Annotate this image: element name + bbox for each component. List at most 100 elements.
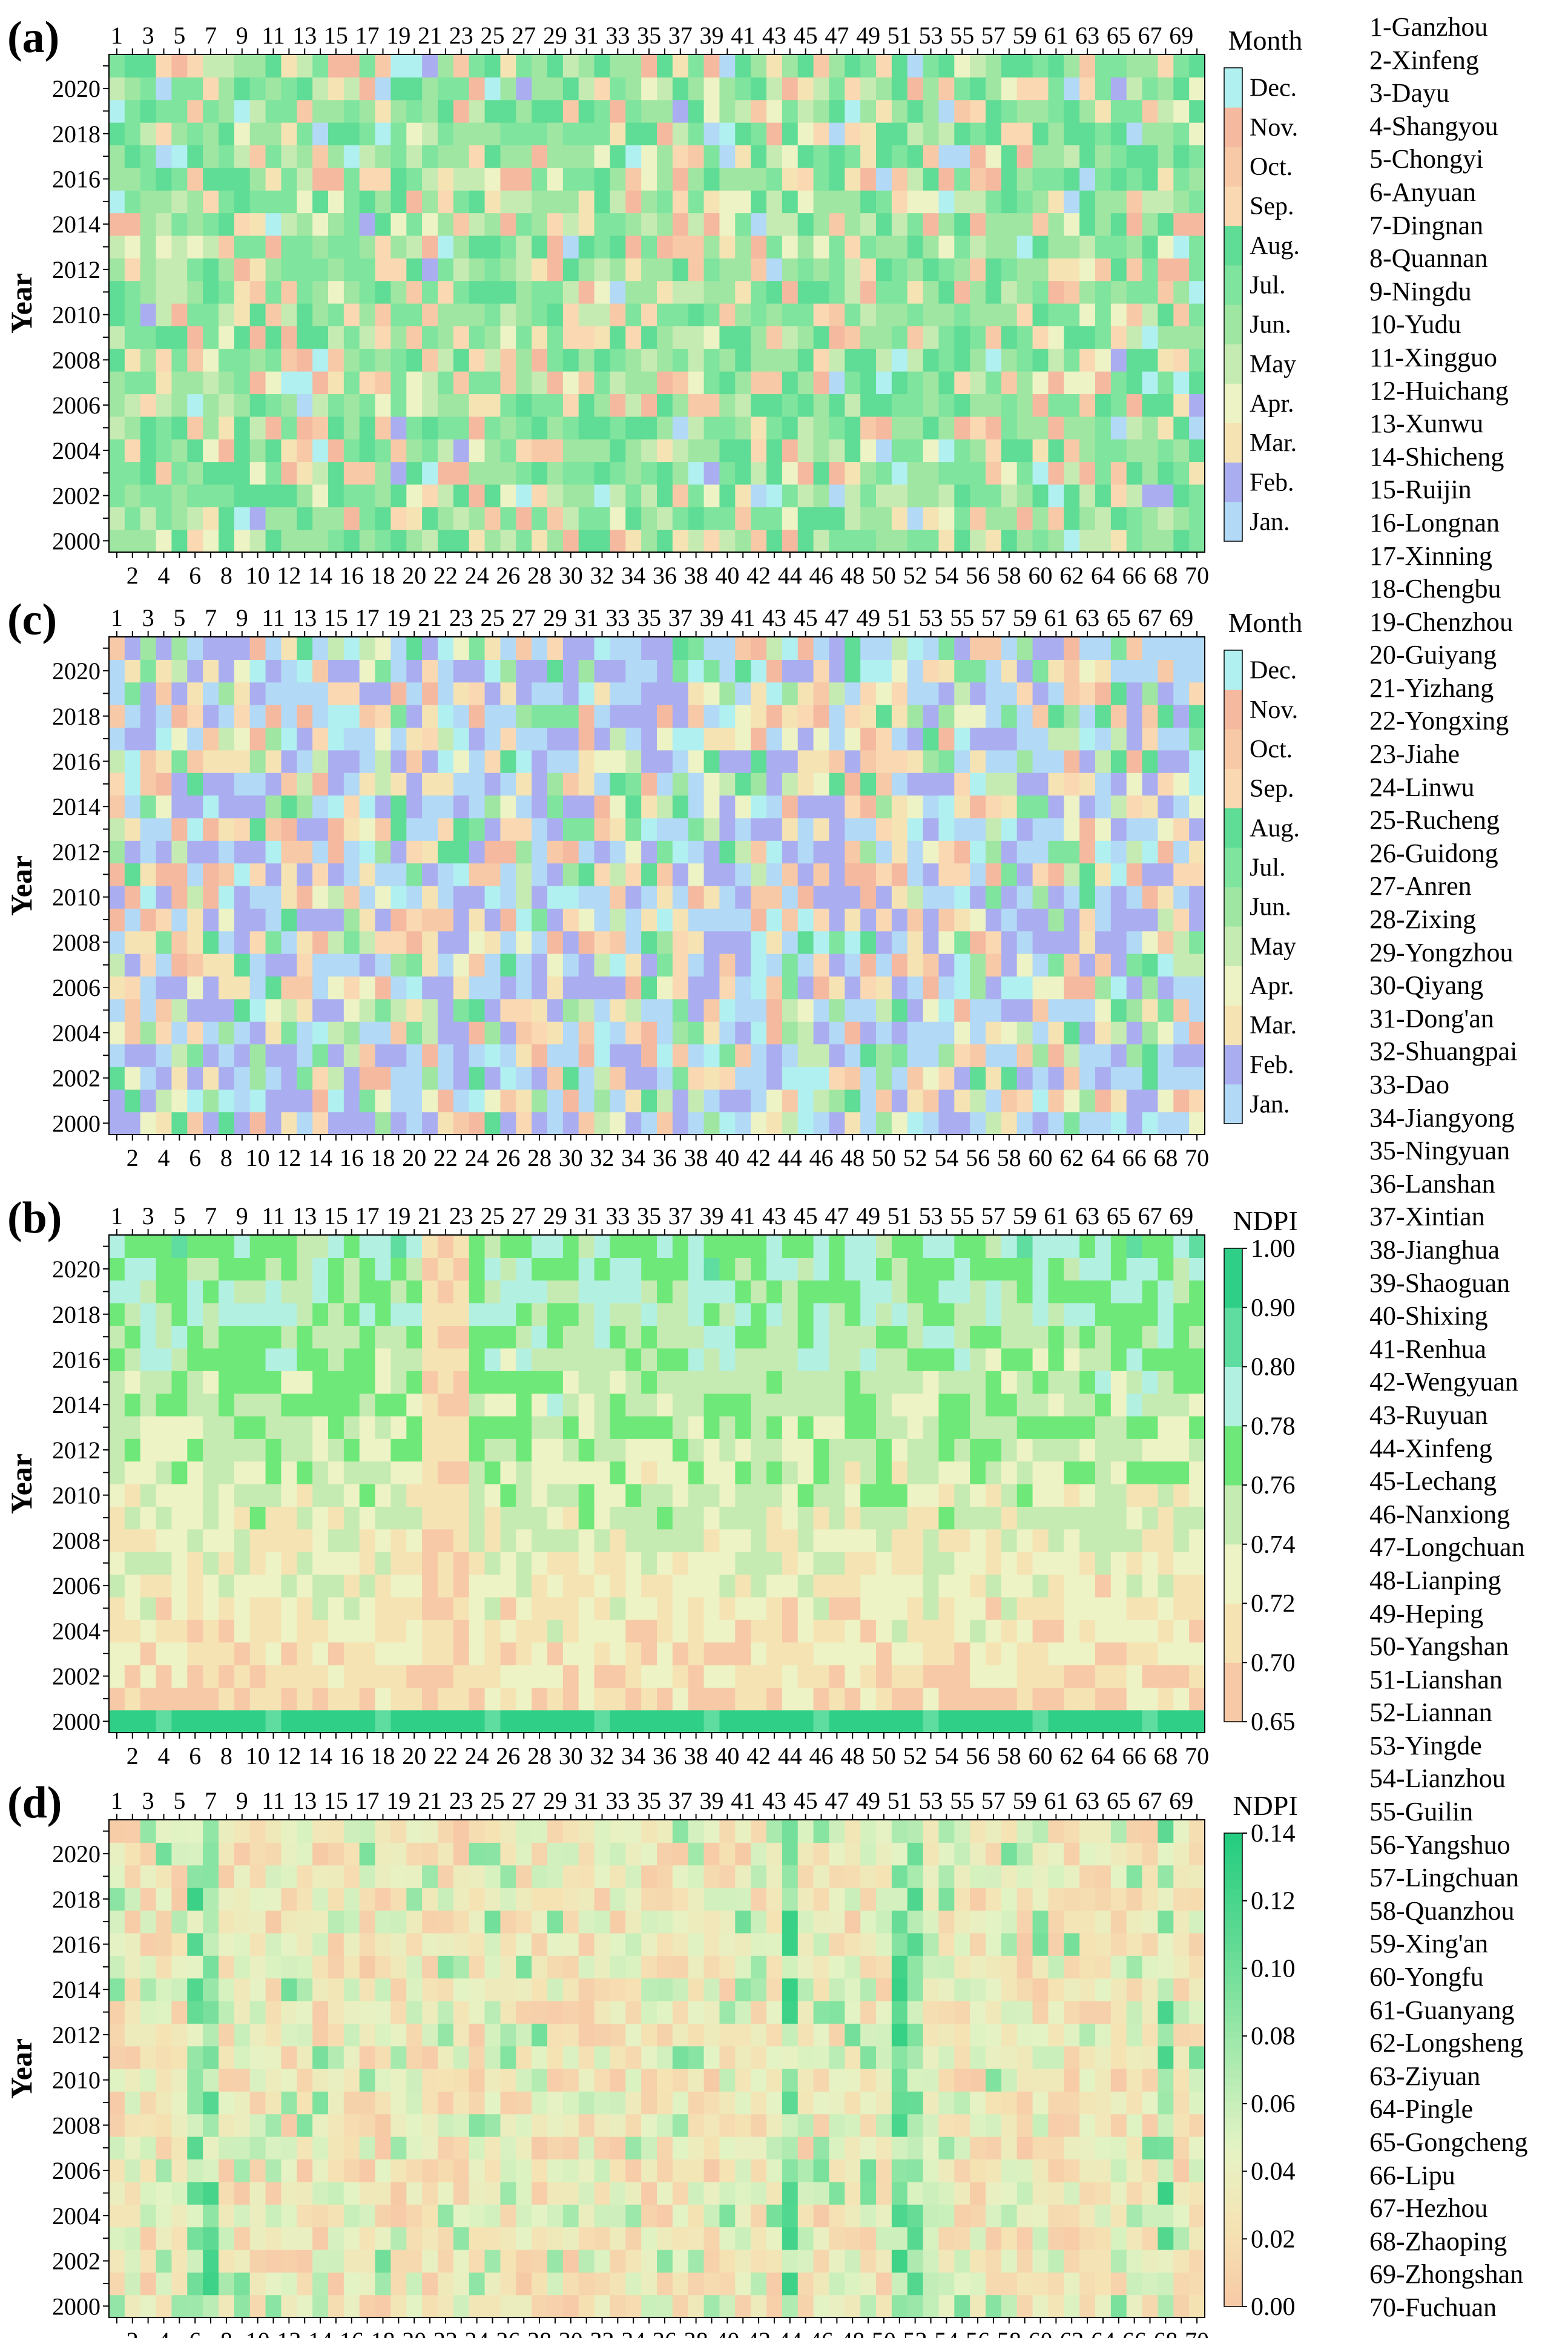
heatmap-cell bbox=[610, 953, 626, 977]
heatmap-cell bbox=[140, 280, 157, 304]
heatmap-cell bbox=[249, 749, 266, 773]
heatmap-cell bbox=[766, 212, 783, 236]
heatmap-cell bbox=[469, 529, 486, 553]
heatmap-cell bbox=[562, 326, 579, 349]
heatmap-cell bbox=[1001, 998, 1018, 1022]
heatmap-cell bbox=[1064, 795, 1080, 818]
heatmap-cell bbox=[359, 1044, 376, 1067]
heatmap-cell bbox=[1110, 1415, 1127, 1439]
heatmap-cell bbox=[578, 1325, 595, 1349]
heatmap-cell bbox=[249, 1325, 266, 1349]
heatmap-cell bbox=[891, 99, 908, 123]
heatmap-cell bbox=[532, 1415, 548, 1439]
heatmap-cell bbox=[1110, 1021, 1127, 1045]
heatmap-cell bbox=[797, 1303, 814, 1326]
heatmap-cell bbox=[312, 817, 329, 841]
heatmap-cell bbox=[109, 145, 125, 168]
heatmap-cell bbox=[281, 1280, 297, 1303]
heatmap-cell bbox=[907, 1021, 924, 1045]
x-bottom-tick-label: 22 bbox=[433, 1144, 458, 1171]
heatmap-cell bbox=[735, 840, 751, 864]
heatmap-cell bbox=[829, 1642, 845, 1665]
heatmap-cell bbox=[578, 637, 595, 660]
x-top-tick-label: 1 bbox=[111, 604, 123, 631]
heatmap-cell bbox=[938, 507, 955, 530]
heatmap-cell bbox=[343, 817, 360, 841]
heatmap-cell bbox=[954, 190, 970, 214]
heatmap-cell bbox=[390, 795, 407, 818]
heatmap-cell bbox=[1142, 908, 1159, 932]
heatmap-cell bbox=[281, 1552, 297, 1575]
heatmap-cell bbox=[1064, 1529, 1080, 1552]
heatmap-cell bbox=[672, 840, 689, 864]
heatmap-cell bbox=[156, 1066, 173, 1090]
heatmap-cell bbox=[219, 326, 235, 349]
heatmap-cells bbox=[109, 54, 1205, 553]
heatmap-cell bbox=[562, 1484, 579, 1507]
heatmap-cell bbox=[562, 1393, 579, 1417]
heatmap-cell bbox=[1173, 976, 1190, 999]
heatmap-cell bbox=[1016, 1415, 1033, 1439]
heatmap-cell bbox=[219, 1280, 235, 1303]
heatmap-cell bbox=[641, 863, 657, 886]
heatmap-cell bbox=[1173, 122, 1190, 146]
heatmap-cell bbox=[1048, 190, 1064, 214]
heatmap-cell bbox=[610, 99, 626, 123]
heatmap-cell bbox=[610, 484, 626, 507]
heatmap-cell bbox=[187, 280, 203, 304]
heatmap-cell bbox=[891, 1529, 908, 1552]
heatmap-cell bbox=[390, 1596, 407, 1620]
heatmap-cell bbox=[688, 326, 705, 349]
heatmap-cell bbox=[954, 394, 970, 417]
heatmap-cell bbox=[719, 998, 736, 1022]
heatmap-cell bbox=[343, 1325, 360, 1349]
heatmap-cell bbox=[610, 77, 626, 100]
heatmap-cell bbox=[1173, 1529, 1190, 1552]
heatmap-cell bbox=[907, 258, 924, 282]
heatmap-cell bbox=[1079, 1642, 1096, 1665]
heatmap-cell bbox=[782, 795, 799, 818]
heatmap-cell bbox=[625, 122, 642, 146]
heatmap-cell bbox=[860, 1596, 877, 1620]
heatmap-cell bbox=[469, 461, 486, 485]
heatmap-cell bbox=[829, 1393, 845, 1417]
heatmap-cell bbox=[751, 507, 767, 530]
heatmap-cell bbox=[1032, 1596, 1049, 1620]
heatmap-cell bbox=[938, 1596, 955, 1620]
heatmap-cell bbox=[124, 145, 141, 168]
heatmap-cell bbox=[343, 1348, 360, 1371]
heatmap-cell bbox=[343, 637, 360, 660]
heatmap-cell bbox=[484, 908, 501, 932]
x-bottom-tick-label: 46 bbox=[809, 1144, 834, 1171]
heatmap-cell bbox=[438, 145, 454, 168]
heatmap-cell bbox=[703, 280, 720, 304]
heatmap-cell bbox=[797, 99, 814, 123]
heatmap-cell bbox=[923, 145, 940, 168]
heatmap-cell bbox=[438, 303, 454, 326]
heatmap-cell bbox=[782, 439, 799, 463]
heatmap-cell bbox=[891, 1438, 908, 1462]
heatmap-cell bbox=[938, 1021, 955, 1045]
heatmap-cell bbox=[1095, 1021, 1112, 1045]
heatmap-cell bbox=[469, 507, 486, 530]
heatmap-cell bbox=[1032, 190, 1049, 214]
heatmap-cell bbox=[562, 840, 579, 864]
heatmap-cell bbox=[923, 348, 940, 372]
heatmap-cell bbox=[907, 122, 924, 146]
heatmap-cell bbox=[1095, 930, 1112, 954]
heatmap-cell bbox=[845, 54, 861, 77]
heatmap-cell bbox=[954, 54, 970, 77]
heatmap-cell bbox=[297, 1710, 313, 1733]
heatmap-cell bbox=[657, 1529, 673, 1552]
heatmap-cell bbox=[782, 145, 799, 168]
heatmap-cell bbox=[1001, 1066, 1018, 1090]
heatmap-cell bbox=[171, 659, 188, 683]
heatmap-cell bbox=[516, 976, 532, 999]
heatmap-cell bbox=[751, 1529, 767, 1552]
heatmap-cell bbox=[891, 863, 908, 886]
heatmap-cell bbox=[297, 998, 313, 1022]
heatmap-cell bbox=[1032, 637, 1049, 660]
heatmap-cell bbox=[610, 1506, 626, 1530]
heatmap-cell bbox=[453, 863, 470, 886]
heatmap-cell bbox=[1032, 529, 1049, 553]
